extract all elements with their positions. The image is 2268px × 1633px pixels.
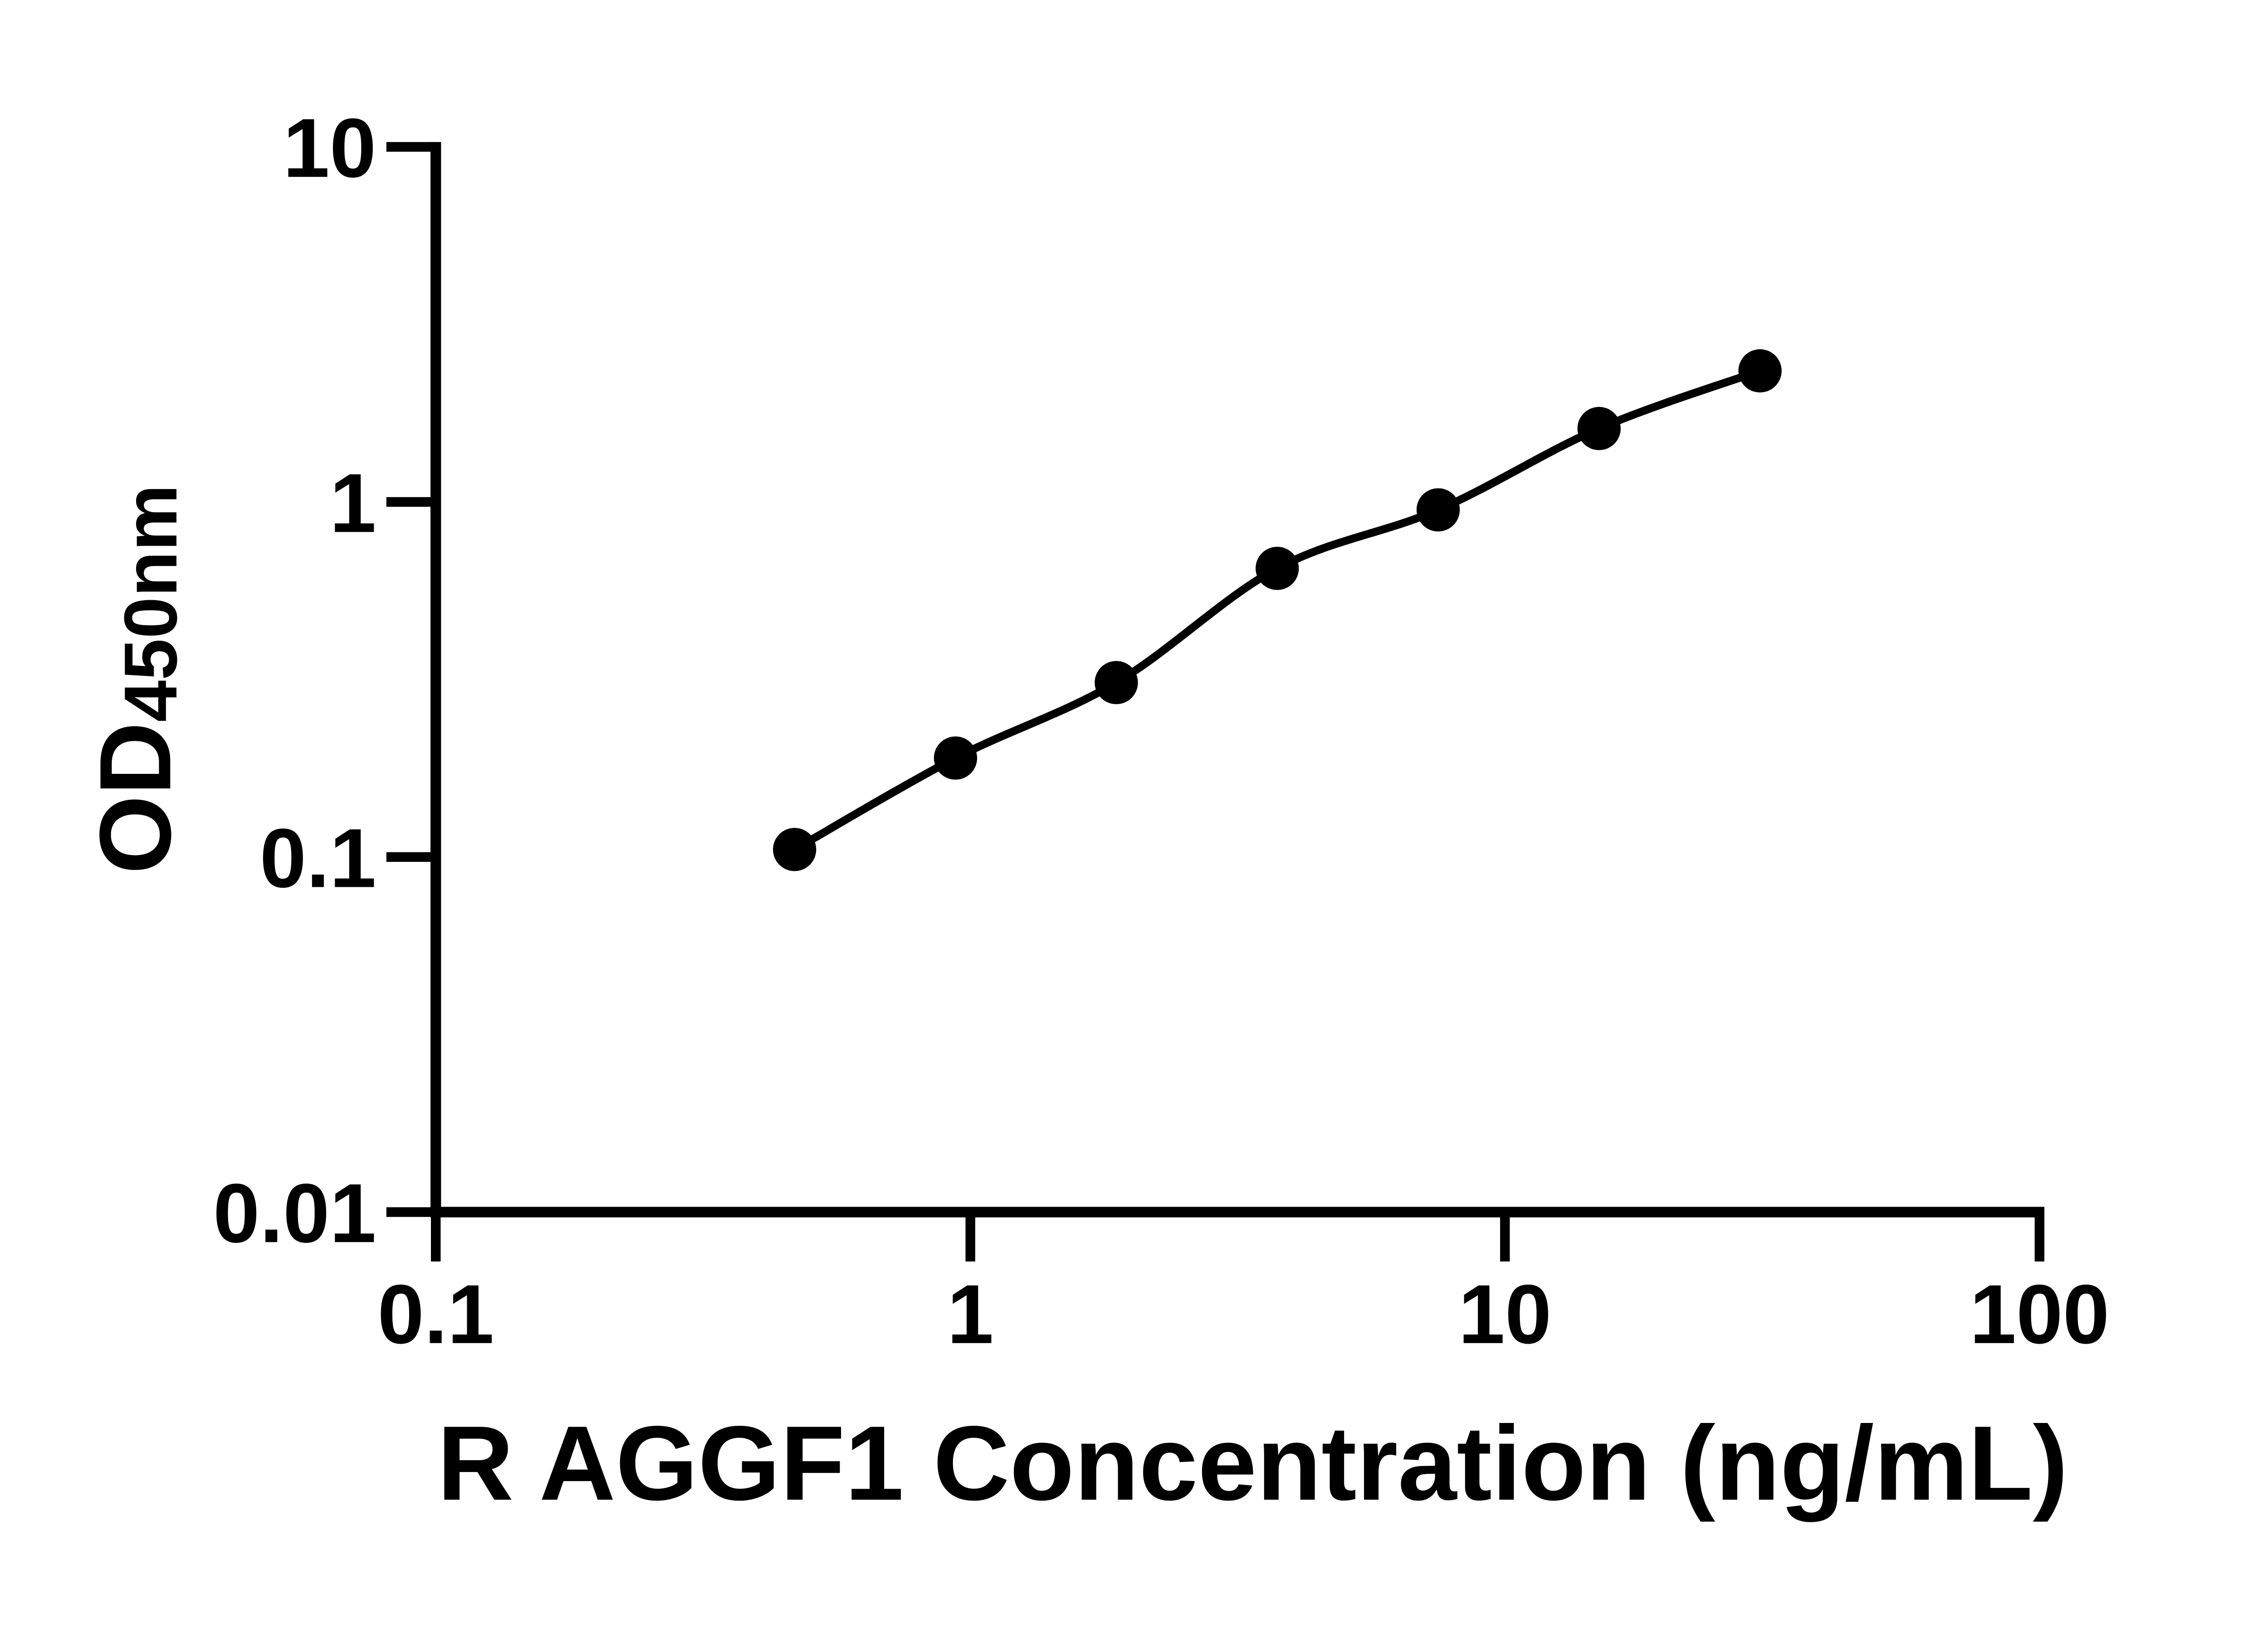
x-tick-label: 10 [1458,1268,1552,1361]
y-tick-label: 1 [330,457,376,550]
x-tick-label: 1 [947,1268,994,1361]
chart-page: 0.01 0.1 1 10 0.1 1 10 100 R AGGF1 Concentratio… [79,101,2110,1523]
y-tick-label: 10 [283,102,376,195]
data-point [773,828,816,871]
data-point [1416,488,1460,532]
data-point [1095,661,1138,704]
x-tick-label: 100 [1970,1268,2109,1361]
data-point [1256,547,1299,590]
x-axis-title: R AGGF1 Concentration (ng/mL) [437,1404,2068,1522]
y-axis-title: OD450nm [79,484,193,874]
data-point [1577,407,1621,450]
y-tick-label: 0.1 [260,812,376,905]
data-point [934,736,978,780]
y-axis-title-main: OD [79,722,192,874]
x-tick-label: 0.1 [377,1268,494,1361]
y-axis-title-subscript: 450nm [109,484,193,722]
y-tick-label: 0.01 [213,1167,376,1260]
data-point [1738,349,1782,393]
